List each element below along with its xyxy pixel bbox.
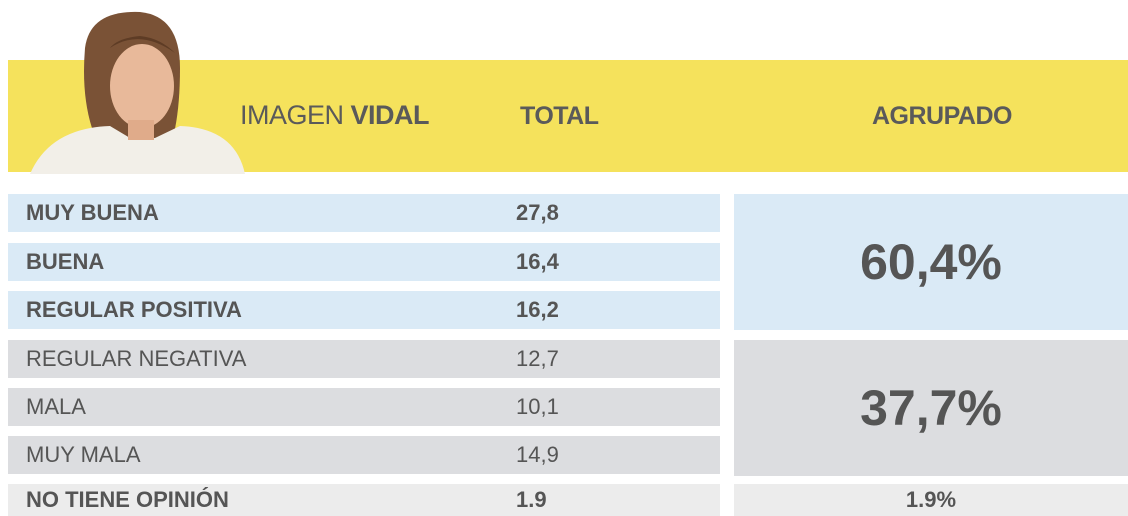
group-value: 1.9% [734, 484, 1128, 516]
row-label: BUENA [8, 249, 516, 275]
portrait [30, 8, 250, 174]
row-value: 1.9 [516, 487, 596, 513]
row-value: 12,7 [516, 346, 596, 372]
title-light: IMAGEN [240, 100, 344, 130]
title-bold: VIDAL [351, 100, 430, 130]
group-value: 60,4% [734, 194, 1128, 330]
col-grouped: AGRUPADO [872, 102, 1012, 131]
row-value: 16,2 [516, 297, 596, 323]
row-label: MUY MALA [8, 442, 516, 468]
row-value: 27,8 [516, 200, 596, 226]
row-value: 16,4 [516, 249, 596, 275]
row-label: MUY BUENA [8, 200, 516, 226]
row-value: 10,1 [516, 394, 596, 420]
group-value: 37,7% [734, 340, 1128, 476]
row-label: NO TIENE OPINIÓN [8, 487, 516, 513]
title: IMAGEN VIDAL [240, 100, 429, 131]
row-label: REGULAR POSITIVA [8, 297, 516, 323]
row-label: REGULAR NEGATIVA [8, 346, 516, 372]
row-value: 14,9 [516, 442, 596, 468]
page: IMAGEN VIDAL TOTAL AGRUPADO MUY BUENA27,… [0, 0, 1128, 516]
col-total: TOTAL [520, 102, 599, 131]
row-label: MALA [8, 394, 516, 420]
